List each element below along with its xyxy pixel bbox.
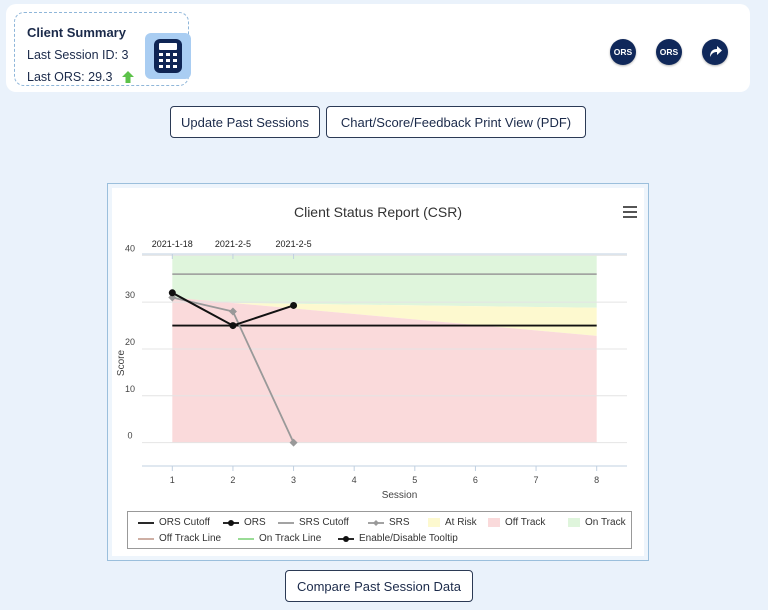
- legend-item-on-track-line[interactable]: On Track Line: [238, 533, 321, 544]
- x-tick-label: 3: [291, 475, 296, 485]
- y-tick-label: 30: [125, 290, 135, 300]
- legend-label: On Track Line: [259, 533, 322, 544]
- y-tick-label: 40: [125, 243, 135, 253]
- top-date-label: 2021-2-5: [276, 239, 312, 249]
- x-tick-label: 7: [534, 475, 539, 485]
- srs-point: [289, 438, 298, 447]
- legend-swatch: [138, 537, 154, 540]
- legend-label: ORS: [244, 517, 266, 528]
- ors-badge-button-2[interactable]: ORS: [656, 39, 682, 65]
- legend-label: SRS: [389, 517, 410, 528]
- legend-label: On Track: [585, 517, 626, 528]
- share-button[interactable]: [702, 39, 728, 65]
- client-summary-title: Client Summary: [27, 25, 126, 40]
- legend-item-srs[interactable]: SRS: [368, 517, 410, 528]
- update-past-sessions-button[interactable]: Update Past Sessions: [170, 106, 320, 138]
- at-risk-band: [172, 297, 597, 336]
- chart-title: Client Status Report (CSR): [293, 204, 463, 220]
- print-view-pdf-button[interactable]: Chart/Score/Feedback Print View (PDF): [326, 106, 586, 138]
- legend-item-srs-cutoff[interactable]: SRS Cutoff: [278, 517, 349, 528]
- legend-swatch: [568, 518, 580, 527]
- y-axis-label: Score: [116, 350, 127, 377]
- top-date-label: 2021-2-5: [215, 239, 251, 249]
- x-tick-label: 6: [473, 475, 478, 485]
- chart-menu-icon[interactable]: [623, 206, 637, 218]
- legend-swatch: [223, 519, 239, 526]
- legend-label: Enable/Disable Tooltip: [359, 533, 458, 544]
- legend-item-off-track[interactable]: Off Track: [488, 517, 545, 528]
- legend-label: SRS Cutoff: [299, 517, 349, 528]
- calculator-icon: [154, 39, 182, 73]
- x-tick-label: 2: [230, 475, 235, 485]
- top-date-label: 2021-1-18: [152, 239, 193, 249]
- client-summary-box: Client Summary Last Session ID: 3 Last O…: [14, 12, 191, 86]
- legend-swatch: [338, 535, 354, 542]
- last-ors-value: Last ORS: 29.3: [27, 70, 113, 84]
- legend-item-off-track-line[interactable]: Off Track Line: [138, 533, 221, 544]
- chart-container: Client Status Report (CSR) 0 10 20 30 40 1 2 3 4…: [112, 188, 644, 556]
- ors-badge-icon: ORS: [613, 47, 633, 57]
- arrow-up-icon: [122, 71, 134, 83]
- srs-point: [228, 307, 237, 316]
- legend-swatch: [368, 519, 384, 526]
- legend-swatch: [428, 518, 440, 527]
- legend-label: Off Track Line: [159, 533, 222, 544]
- x-tick-label: 4: [352, 475, 357, 485]
- y-tick-label: 0: [127, 431, 132, 441]
- legend-item-on-track[interactable]: On Track: [568, 517, 626, 528]
- calculator-button[interactable]: [145, 33, 191, 79]
- legend-swatch: [488, 518, 500, 527]
- ors-point: [229, 322, 237, 330]
- legend-item-ors[interactable]: ORS: [223, 517, 266, 528]
- chart-legend: ORS Cutoff ORS SRS Cutoff SRS At Risk Off Tra…: [127, 511, 632, 549]
- x-tick-label: 5: [412, 475, 417, 485]
- ors-point: [168, 289, 176, 297]
- share-arrow-icon: [710, 46, 722, 57]
- legend-swatch: [138, 521, 154, 524]
- last-session-id: Last Session ID: 3: [27, 48, 129, 62]
- ors-badge-button-1[interactable]: ORS: [610, 39, 636, 65]
- legend-label: ORS Cutoff: [159, 517, 210, 528]
- legend-swatch: [238, 537, 254, 540]
- ors-point: [290, 301, 298, 309]
- off-track-band: [172, 297, 597, 443]
- legend-label: At Risk: [445, 517, 477, 528]
- legend-item-at-risk[interactable]: At Risk: [428, 517, 477, 528]
- ors-badge-icon: ORS: [659, 47, 679, 57]
- legend-item-enable-disable-tooltip[interactable]: Enable/Disable Tooltip: [338, 533, 458, 544]
- compare-past-session-button[interactable]: Compare Past Session Data: [285, 570, 473, 602]
- y-tick-label: 10: [125, 384, 135, 394]
- x-tick-label: 1: [170, 475, 175, 485]
- chart-frame: Client Status Report (CSR) 0 10 20 30 40 1 2 3 4…: [107, 183, 649, 561]
- x-tick-label: 8: [594, 475, 599, 485]
- chart-plot: 0 10 20 30 40 1 2 3 4 5 6 7 8 2021-1-18 2021-2-5 2021-2…: [116, 239, 627, 501]
- legend-label: Off Track: [505, 517, 546, 528]
- x-axis-label: Session: [382, 490, 418, 501]
- legend-swatch: [278, 521, 294, 524]
- legend-item-ors-cutoff[interactable]: ORS Cutoff: [138, 517, 210, 528]
- y-tick-label: 20: [125, 337, 135, 347]
- on-track-band: [172, 255, 597, 308]
- client-summary-card: Client Summary Last Session ID: 3 Last O…: [6, 4, 750, 92]
